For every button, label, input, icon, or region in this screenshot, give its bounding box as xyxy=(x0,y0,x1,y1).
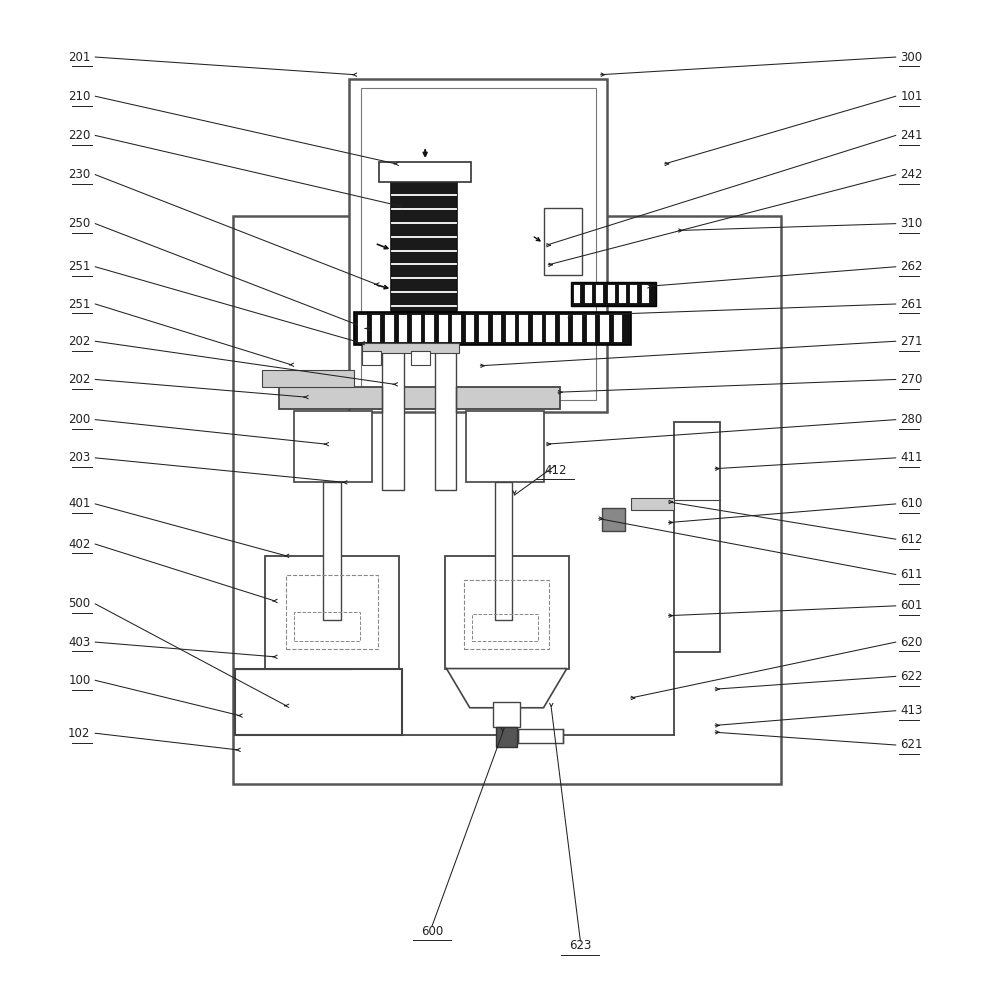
Text: 413: 413 xyxy=(901,704,923,717)
Text: 620: 620 xyxy=(901,636,923,649)
Bar xyxy=(385,315,394,342)
Bar xyxy=(294,411,372,482)
Text: 262: 262 xyxy=(901,260,923,273)
Bar xyxy=(382,343,404,490)
Bar xyxy=(570,282,656,306)
Bar xyxy=(435,343,456,490)
Bar xyxy=(631,285,638,303)
Bar xyxy=(614,315,623,342)
Bar xyxy=(233,216,781,784)
Text: 250: 250 xyxy=(68,217,90,230)
Bar xyxy=(600,315,609,342)
Bar xyxy=(354,312,631,345)
Polygon shape xyxy=(446,669,567,708)
Bar xyxy=(596,285,603,303)
Bar xyxy=(619,285,626,303)
Text: 612: 612 xyxy=(901,533,923,546)
Text: 611: 611 xyxy=(901,568,923,581)
Bar xyxy=(506,315,515,342)
Bar xyxy=(471,614,538,641)
Text: 251: 251 xyxy=(68,260,90,273)
Text: 220: 220 xyxy=(68,129,90,142)
Text: 271: 271 xyxy=(901,335,923,348)
Text: 230: 230 xyxy=(68,168,90,181)
Text: 621: 621 xyxy=(901,738,923,752)
Bar xyxy=(426,315,435,342)
Bar xyxy=(262,370,354,387)
Bar xyxy=(362,351,381,365)
Bar xyxy=(466,411,544,482)
Bar xyxy=(465,315,474,342)
Bar xyxy=(378,162,471,182)
Text: 270: 270 xyxy=(901,373,923,386)
Bar xyxy=(585,285,592,303)
Text: 402: 402 xyxy=(68,538,90,551)
Text: 101: 101 xyxy=(901,90,923,103)
Bar xyxy=(399,315,407,342)
Bar xyxy=(544,208,582,275)
Bar xyxy=(520,315,529,342)
Bar xyxy=(358,315,367,342)
Bar xyxy=(445,556,568,669)
Bar xyxy=(573,315,582,342)
Text: 102: 102 xyxy=(68,727,90,740)
Text: 251: 251 xyxy=(68,298,90,310)
Bar xyxy=(439,315,447,342)
Text: 500: 500 xyxy=(68,597,90,610)
Text: 200: 200 xyxy=(68,413,90,426)
Text: 261: 261 xyxy=(901,298,923,310)
Bar xyxy=(371,315,380,342)
Bar xyxy=(349,79,607,412)
Text: 622: 622 xyxy=(901,670,923,683)
Bar xyxy=(411,351,430,365)
Bar xyxy=(452,315,461,342)
Text: 401: 401 xyxy=(68,497,90,510)
Bar xyxy=(496,727,518,747)
Bar xyxy=(391,182,457,314)
Bar xyxy=(493,315,501,342)
Bar xyxy=(519,729,563,743)
Bar xyxy=(362,343,459,353)
Bar xyxy=(479,315,488,342)
Text: 202: 202 xyxy=(68,335,90,348)
Text: 412: 412 xyxy=(544,464,566,477)
Text: 100: 100 xyxy=(68,674,90,687)
Text: 403: 403 xyxy=(68,636,90,649)
Bar xyxy=(265,556,399,669)
Text: 601: 601 xyxy=(901,599,923,612)
Bar xyxy=(464,580,549,649)
Text: 623: 623 xyxy=(569,939,592,952)
Bar xyxy=(546,315,555,342)
Bar xyxy=(602,508,625,531)
Text: 210: 210 xyxy=(68,90,90,103)
Bar xyxy=(587,315,595,342)
Bar xyxy=(573,285,580,303)
Bar xyxy=(495,482,513,620)
Text: 310: 310 xyxy=(901,217,923,230)
Bar xyxy=(361,88,596,400)
Bar xyxy=(324,482,341,620)
Text: 241: 241 xyxy=(901,129,923,142)
Bar xyxy=(559,315,568,342)
Bar xyxy=(533,315,542,342)
Text: 203: 203 xyxy=(68,451,90,464)
Text: 242: 242 xyxy=(901,168,923,181)
Bar xyxy=(673,422,720,652)
Bar xyxy=(412,315,421,342)
Text: 202: 202 xyxy=(68,373,90,386)
Bar xyxy=(493,702,520,727)
Bar xyxy=(278,387,560,409)
Bar xyxy=(294,612,360,641)
Bar xyxy=(235,669,402,735)
Bar xyxy=(608,285,615,303)
Text: 600: 600 xyxy=(421,925,444,938)
Bar xyxy=(286,575,377,649)
Bar xyxy=(642,285,648,303)
Text: 411: 411 xyxy=(901,451,923,464)
Text: 300: 300 xyxy=(901,51,923,64)
Bar xyxy=(631,498,673,510)
Text: 610: 610 xyxy=(901,497,923,510)
Text: 280: 280 xyxy=(901,413,923,426)
Text: 201: 201 xyxy=(68,51,90,64)
